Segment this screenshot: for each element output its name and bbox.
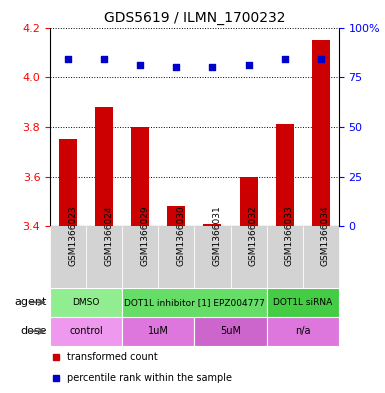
Point	[101, 56, 107, 62]
Point	[173, 64, 179, 70]
Text: dose: dose	[21, 326, 47, 336]
Text: GSM1366023: GSM1366023	[68, 205, 77, 266]
FancyBboxPatch shape	[50, 288, 122, 317]
Text: control: control	[69, 326, 103, 336]
FancyBboxPatch shape	[50, 226, 86, 288]
FancyBboxPatch shape	[303, 226, 339, 288]
Point	[137, 62, 143, 68]
Text: 5uM: 5uM	[220, 326, 241, 336]
Bar	[239, 177, 258, 226]
FancyBboxPatch shape	[122, 317, 194, 346]
FancyBboxPatch shape	[194, 226, 231, 288]
Title: GDS5619 / ILMN_1700232: GDS5619 / ILMN_1700232	[104, 11, 285, 25]
Text: GSM1366031: GSM1366031	[213, 205, 221, 266]
Text: GSM1366030: GSM1366030	[176, 205, 186, 266]
Text: GSM1366033: GSM1366033	[285, 205, 294, 266]
Text: DOT1L inhibitor [1] EPZ004777: DOT1L inhibitor [1] EPZ004777	[124, 298, 265, 307]
Point	[281, 56, 288, 62]
Bar	[59, 140, 77, 226]
Text: GSM1366034: GSM1366034	[321, 205, 330, 266]
Text: GSM1366029: GSM1366029	[140, 205, 149, 266]
Text: percentile rank within the sample: percentile rank within the sample	[67, 373, 233, 383]
Text: agent: agent	[15, 297, 47, 307]
FancyBboxPatch shape	[86, 226, 122, 288]
FancyBboxPatch shape	[158, 226, 194, 288]
FancyBboxPatch shape	[266, 288, 339, 317]
Text: n/a: n/a	[295, 326, 310, 336]
Text: DOT1L siRNA: DOT1L siRNA	[273, 298, 332, 307]
Text: 1uM: 1uM	[148, 326, 169, 336]
FancyBboxPatch shape	[122, 226, 158, 288]
Point	[209, 64, 216, 70]
Bar	[167, 206, 186, 226]
Text: GSM1366032: GSM1366032	[249, 205, 258, 266]
Bar	[276, 125, 294, 226]
FancyBboxPatch shape	[122, 288, 266, 317]
FancyBboxPatch shape	[50, 317, 122, 346]
Point	[246, 62, 252, 68]
Bar	[131, 127, 149, 226]
Point	[318, 56, 324, 62]
FancyBboxPatch shape	[231, 226, 266, 288]
FancyBboxPatch shape	[266, 226, 303, 288]
FancyBboxPatch shape	[266, 317, 339, 346]
Text: transformed count: transformed count	[67, 351, 158, 362]
FancyBboxPatch shape	[194, 317, 266, 346]
Bar	[312, 40, 330, 226]
Bar	[95, 107, 113, 226]
Text: DMSO: DMSO	[72, 298, 100, 307]
Bar	[203, 224, 221, 226]
Text: GSM1366024: GSM1366024	[104, 205, 113, 266]
Point	[65, 56, 71, 62]
